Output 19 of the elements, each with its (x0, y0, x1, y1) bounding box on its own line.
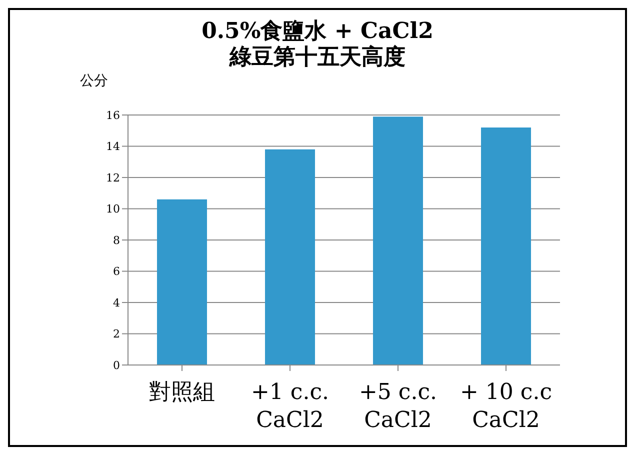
y-tick-label: 16 (106, 108, 120, 122)
bar (265, 149, 315, 365)
y-tick-label: 0 (113, 358, 120, 372)
x-tick-label: + 10 c.c CaCl2 (460, 380, 552, 433)
x-tick-label: +1 c.c. CaCl2 (250, 380, 330, 433)
y-tick-label: 14 (106, 140, 120, 154)
y-tick-label: 6 (113, 265, 120, 278)
chart-title: 0.5%食鹽水 + CaCl2 綠豆第十五天高度 (200, 18, 434, 70)
x-tick-label: +5 c.c. CaCl2 (358, 380, 438, 433)
bar (481, 128, 531, 365)
x-tick-label: 對照組 (149, 380, 215, 405)
bar (373, 116, 423, 365)
y-tick-label: 12 (106, 171, 120, 184)
y-tick-label: 2 (113, 328, 120, 341)
bar (157, 199, 207, 365)
y-tick-label: 10 (106, 202, 120, 216)
y-axis-title: 公分 (80, 72, 108, 90)
y-tick-label: 8 (113, 234, 120, 247)
y-tick-label: 4 (113, 296, 120, 310)
